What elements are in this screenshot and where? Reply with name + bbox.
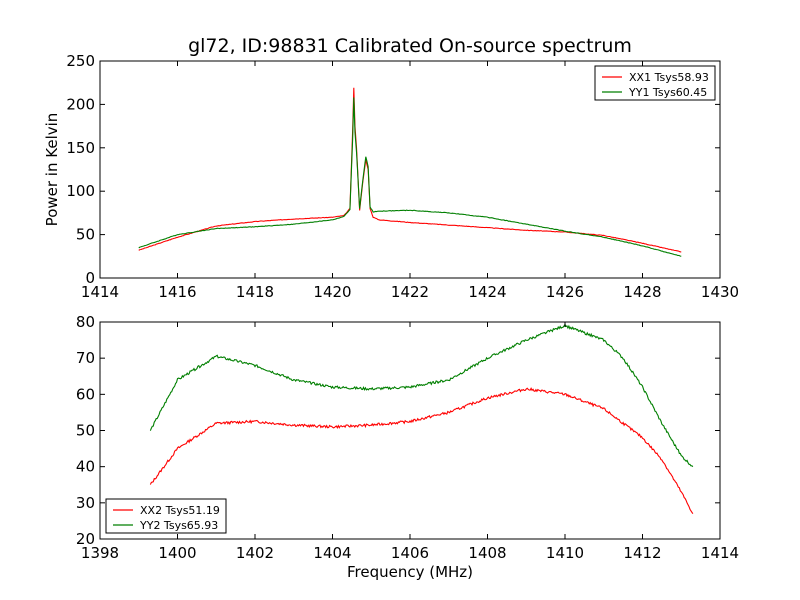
- y-axis-label: Power in Kelvin: [43, 113, 61, 227]
- y-tick-label: 20: [76, 530, 95, 548]
- series-line-2: [138, 97, 682, 257]
- x-tick-label: 1428: [623, 283, 661, 301]
- x-tick-label: 1402: [236, 544, 274, 562]
- x-tick-label: 1430: [701, 283, 739, 301]
- x-tick-label: 1418: [236, 283, 274, 301]
- x-tick-label: 1416: [158, 283, 196, 301]
- x-axis-label: Frequency (MHz): [347, 563, 473, 581]
- chart-title: gl72, ID:98831 Calibrated On-source spec…: [188, 35, 632, 57]
- x-tick-label: 1414: [701, 544, 739, 562]
- x-tick-label: 1420: [313, 283, 351, 301]
- x-tick-label: 1412: [623, 544, 661, 562]
- y-tick-label: 80: [76, 313, 95, 331]
- legend-label: XX1 Tsys58.93: [629, 71, 709, 84]
- x-tick-label: 1426: [546, 283, 584, 301]
- x-tick-label: 1406: [391, 544, 429, 562]
- legend-box: [594, 65, 716, 101]
- x-tick-label: 1400: [158, 544, 196, 562]
- bottom-panel: 1398 1400 1402 1404 1406 1408 1410 1412 1414 20 30…: [76, 313, 739, 581]
- series-line-1: [149, 387, 694, 514]
- x-tick-label: 1410: [546, 544, 584, 562]
- series-line-1: [138, 87, 682, 253]
- y-tick-label: 40: [76, 458, 95, 476]
- legend: XX1 Tsys58.93 YY1 Tsys60.45: [594, 65, 716, 101]
- legend: XX2 Tsys51.19 YY2 Tsys65.93: [105, 498, 227, 534]
- x-tick-label: 1414: [81, 283, 119, 301]
- series-line-2: [149, 323, 694, 468]
- legend-label: YY2 Tsys65.93: [139, 519, 218, 532]
- y-tick-label: 50: [76, 226, 95, 244]
- y-tick-label: 30: [76, 494, 95, 512]
- y-tick-label: 70: [76, 349, 95, 367]
- y-tick-label: 50: [76, 422, 95, 440]
- x-tick-label: 1404: [313, 544, 351, 562]
- legend-label: XX2 Tsys51.19: [140, 504, 220, 517]
- legend-box: [105, 498, 227, 534]
- y-tick-label: 200: [66, 95, 95, 113]
- legend-label: YY1 Tsys60.45: [628, 86, 707, 99]
- x-tick-label: 1408: [468, 544, 506, 562]
- y-tick-label: 250: [66, 52, 95, 70]
- top-panel: 1414 1416 1418 1420 1422 1424 1426 1428 1430 0 50 1…: [43, 52, 739, 301]
- x-tick-label: 1398: [81, 544, 119, 562]
- y-tick-label: 100: [66, 182, 95, 200]
- y-tick-label: 60: [76, 385, 95, 403]
- y-tick-label: 0: [85, 269, 95, 287]
- x-tick-label: 1422: [391, 283, 429, 301]
- y-tick-label: 150: [66, 139, 95, 157]
- x-tick-label: 1424: [468, 283, 506, 301]
